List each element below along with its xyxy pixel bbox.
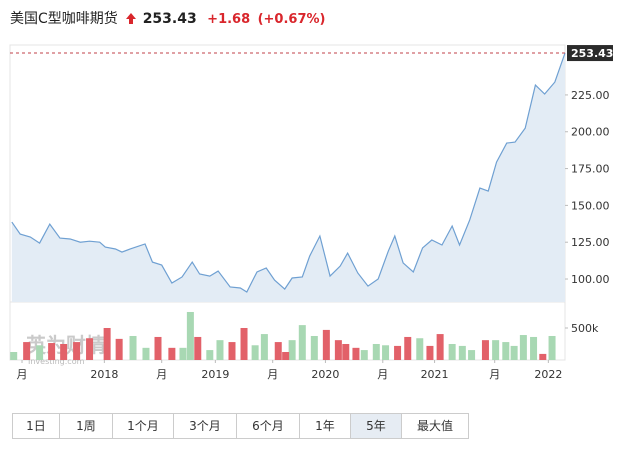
price-area (11, 53, 566, 302)
range-button[interactable]: 5年 (351, 414, 402, 438)
volume-bar (282, 351, 290, 360)
volume-bar (142, 347, 150, 360)
volume-bar (154, 336, 162, 360)
volume-bar (216, 340, 224, 360)
volume-bar (48, 343, 56, 360)
volume-bar (322, 329, 330, 360)
volume-bar (458, 345, 466, 360)
volume-bar (129, 335, 137, 360)
volume-bar (502, 342, 510, 360)
volume-bar (426, 345, 434, 360)
x-tick-label: 月 (267, 368, 278, 381)
volume-bar (60, 343, 68, 360)
x-tick-label: 月 (17, 368, 28, 381)
volume-bar (530, 336, 538, 360)
volume-bar (342, 343, 350, 360)
change: +1.68 (207, 12, 251, 27)
volume-bar (360, 350, 368, 360)
range-button[interactable]: 3个月 (174, 414, 237, 438)
y-tick-label: 175.00 (571, 163, 610, 176)
volume-bar (510, 345, 518, 360)
price-line (11, 52, 566, 293)
volume-bar (36, 345, 44, 360)
volume-bar (260, 334, 268, 360)
y-tick-label: 100.00 (571, 273, 610, 286)
volume-bar (468, 350, 476, 360)
y-tick-label: 225.00 (571, 89, 610, 102)
last-price-box (567, 45, 613, 62)
volume-bar (288, 340, 296, 360)
change-percent: (+0.67%) (257, 12, 326, 27)
range-selector: 1日 1周 1个月 3个月 6个月 1年 5年 最大值 (12, 413, 469, 439)
volume-bar (168, 347, 176, 360)
volume-bar (382, 345, 390, 360)
x-tick-label: 月 (156, 368, 167, 381)
instrument-name: 美国C型咖啡期货 (10, 11, 118, 27)
x-tick-label: 2021 (421, 368, 449, 381)
volume-bar (448, 343, 456, 360)
volume-bar (206, 350, 214, 360)
last-price: 253.43 (142, 11, 197, 27)
volume-bar (73, 342, 81, 360)
volume-bar (115, 338, 123, 360)
volume-bar (436, 334, 444, 360)
volume-bar (186, 311, 194, 360)
x-tick-label: 2020 (311, 368, 339, 381)
volume-bar (240, 327, 248, 360)
volume-bar (372, 343, 380, 360)
x-tick-label: 2018 (90, 368, 118, 381)
x-tick-label: 2019 (201, 368, 229, 381)
volume-bar (251, 345, 259, 360)
volume-bar (539, 353, 547, 360)
volume-bar (194, 336, 202, 360)
range-button[interactable]: 1周 (60, 414, 113, 438)
volume-bar (481, 340, 489, 360)
watermark-sub: Investing.com (28, 357, 85, 366)
chart: 英为财情Investing.com253.43100.00125.00150.0… (9, 44, 613, 381)
y-tick-label: 125.00 (571, 236, 610, 249)
range-button[interactable]: 1年 (300, 414, 351, 438)
range-button[interactable]: 最大值 (416, 419, 453, 433)
y2-tick-label: 500k (571, 322, 599, 335)
x-tick-label: 2022 (534, 368, 562, 381)
volume-bar (334, 340, 342, 360)
volume-bar (416, 338, 424, 360)
range-button[interactable]: 1个月 (113, 414, 174, 438)
volume-bar (298, 325, 306, 360)
y-tick-label: 200.00 (571, 126, 610, 139)
range-button[interactable]: 1日 (13, 414, 60, 438)
volume-bar (23, 342, 31, 360)
range-button[interactable]: 6个月 (237, 414, 300, 438)
volume-bar (519, 335, 527, 360)
x-tick-label: 月 (377, 368, 388, 381)
volume-bar (274, 342, 282, 360)
volume-bar (86, 338, 94, 360)
volume-bar (404, 336, 412, 360)
volume-bar (228, 342, 236, 360)
volume-bar (352, 347, 360, 360)
up-arrow (126, 13, 137, 24)
x-tick-label: 月 (489, 368, 500, 381)
volume-bar (548, 335, 556, 360)
volume-bar (179, 347, 187, 360)
volume-bar (394, 345, 402, 360)
y-tick-label: 150.00 (571, 199, 610, 212)
volume-bar (492, 340, 500, 360)
header: 美国C型咖啡期货 253.43 +1.68 (+0.67%) (10, 8, 325, 28)
volume-bar (10, 351, 18, 360)
last-price-label: 253.43 (571, 47, 613, 60)
volume-bar (310, 335, 318, 360)
volume-bar (103, 327, 111, 360)
